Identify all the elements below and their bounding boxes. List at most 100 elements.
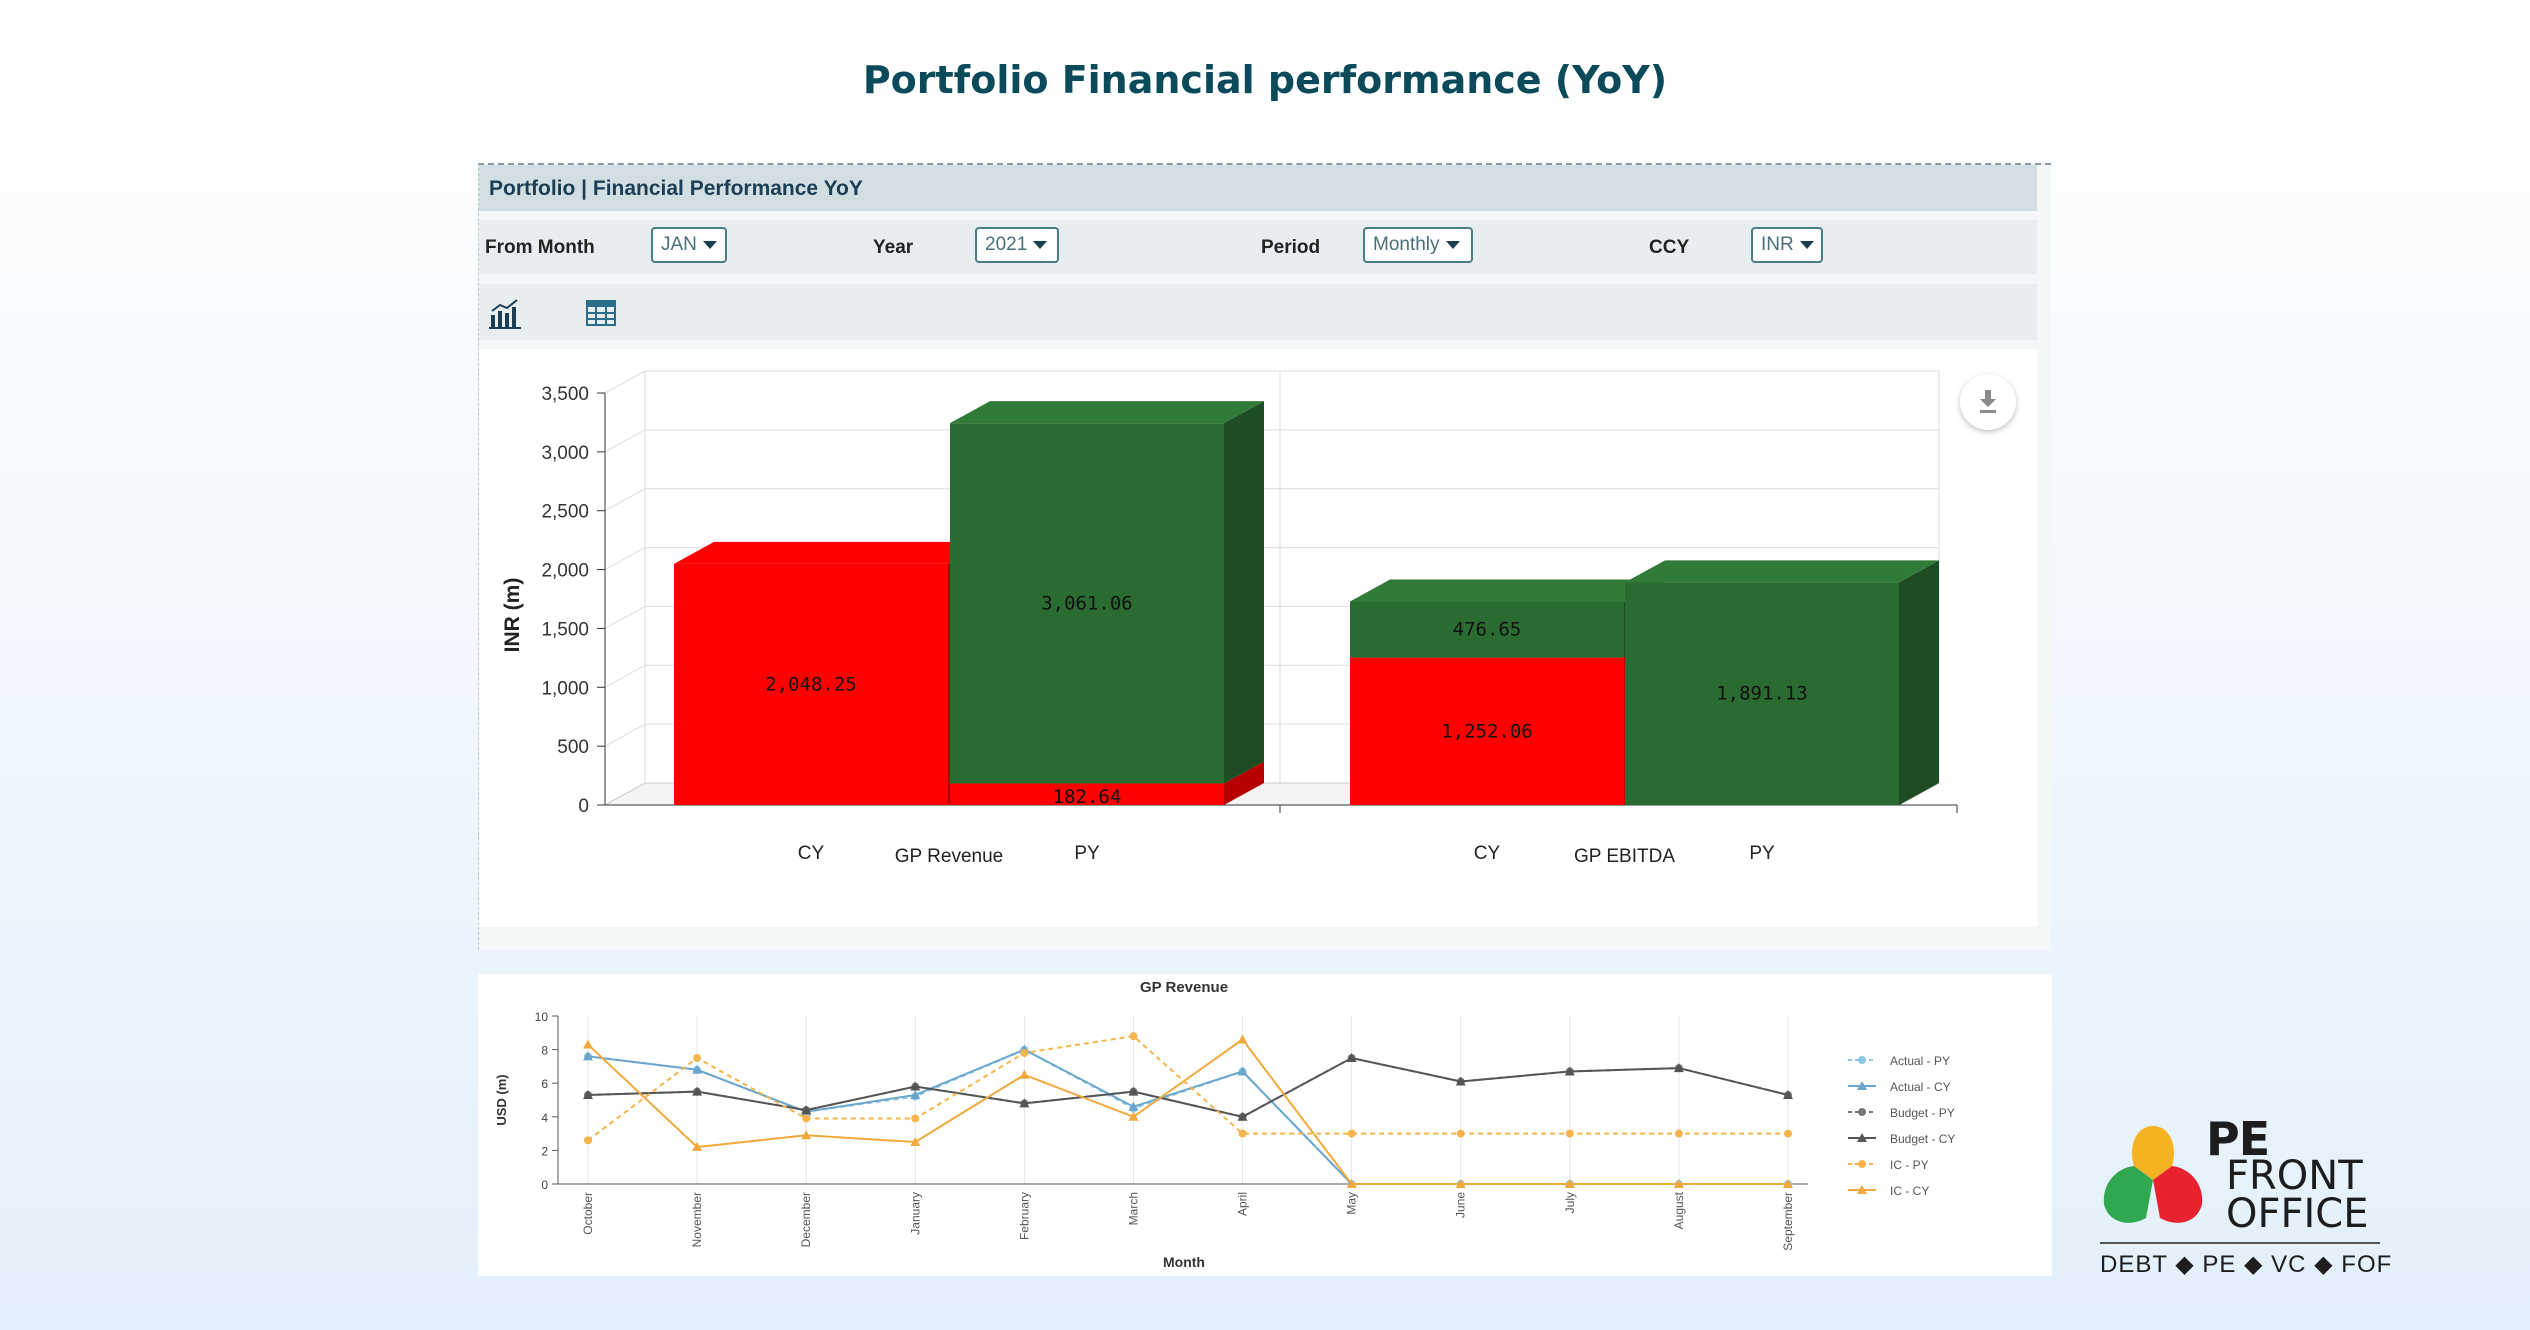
x-axis-label: Month [1163, 1254, 1205, 1270]
grid-line-side [604, 370, 646, 394]
line-chart-card: GP Revenue 0 2 4 6 8 10 October November December… [478, 974, 2052, 1276]
page-title: Portfolio Financial performance (YoY) [862, 58, 1668, 102]
bar-red-segment-front [674, 563, 948, 805]
download-button[interactable] [1960, 374, 2016, 430]
bar-top [1625, 560, 1939, 583]
legend-marker [1858, 1056, 1866, 1064]
grid-line-side [604, 723, 646, 747]
bar-chart-icon[interactable] [489, 297, 523, 334]
data-point [1783, 1089, 1793, 1099]
data-point [1238, 1129, 1247, 1138]
data-label: 1,252.06 [1441, 720, 1533, 742]
data-label: 182.64 [1053, 786, 1122, 808]
x-tick-label: July [1563, 1192, 1577, 1213]
y-tick-label: 3,500 [541, 384, 589, 405]
y-tick-label: 3,000 [541, 443, 589, 464]
from-month-select[interactable]: JAN [651, 227, 727, 263]
data-point [1564, 1066, 1575, 1076]
ccy-value: INR [1761, 234, 1794, 255]
bar-top [674, 541, 988, 564]
grid-line-side [604, 429, 646, 453]
chevron-down-icon [1445, 241, 1460, 249]
y-tick-label: 1,000 [541, 678, 589, 699]
legend-label: Actual - CY [1890, 1080, 1951, 1094]
data-point [1783, 1179, 1793, 1188]
data-point [693, 1054, 702, 1062]
y-tick-label: 2,000 [541, 561, 589, 582]
data-point [1346, 1179, 1357, 1188]
bar-top [950, 401, 1264, 424]
y-tick-label: 10 [535, 1010, 549, 1024]
data-label: 1,891.13 [1716, 683, 1808, 705]
data-point [1347, 1129, 1356, 1138]
period-select[interactable]: Monthly [1363, 227, 1473, 263]
x-tick-label: January [908, 1192, 922, 1235]
x-tick-label: May [1345, 1192, 1359, 1215]
data-point [1346, 1053, 1357, 1062]
legend-marker [1857, 1185, 1867, 1194]
bar-green-segment-side [1224, 401, 1264, 784]
from-month-label: From Month [485, 237, 595, 258]
data-point [1129, 1032, 1138, 1041]
x-tick-label: CY [798, 843, 825, 864]
legend-marker [1858, 1160, 1866, 1168]
bar-red-segment-front [950, 783, 1224, 805]
data-point [910, 1137, 921, 1146]
data-point [692, 1142, 703, 1152]
bar-green-segment-front [950, 423, 1224, 784]
data-point [1565, 1129, 1574, 1138]
y-axis-label: INR (m) [501, 578, 524, 653]
year-select[interactable]: 2021 [975, 227, 1059, 263]
panel-title: Portfolio | Financial Performance YoY [489, 177, 863, 200]
logo-tagline: DEBT ◆ PE ◆ VC ◆ FOF [2100, 1251, 2393, 1278]
pe-front-office-logo: PE FRONT OFFICE DEBT ◆ PE ◆ VC ◆ FOF [2098, 1112, 2391, 1282]
data-point [801, 1105, 812, 1115]
y-tick-label: 2 [541, 1144, 548, 1158]
y-tick-label: 1,500 [541, 619, 589, 640]
year-value: 2021 [985, 234, 1028, 255]
x-tick-label: August [1672, 1191, 1686, 1229]
series-line [587, 1035, 1788, 1142]
logo-text-front: FRONT [2226, 1153, 2363, 1199]
logo-divider [2100, 1242, 2380, 1244]
logo-text-pe: PE [2206, 1112, 2270, 1166]
table-icon[interactable] [586, 300, 616, 331]
filter-bar: From Month JAN Year 2021 Period Monthly … [479, 220, 2037, 274]
x-tick-label: November [690, 1192, 704, 1247]
legend-marker [1857, 1081, 1867, 1090]
data-point [910, 1081, 921, 1091]
data-point [1564, 1179, 1575, 1188]
x-tick-label: June [1454, 1192, 1468, 1218]
x-tick-label: PY [1749, 843, 1775, 864]
legend-label: Actual - PY [1890, 1054, 1950, 1068]
bar-red-segment-front [1350, 657, 1624, 805]
ccy-select[interactable]: INR [1751, 227, 1823, 263]
grid-line-side [604, 664, 646, 688]
legend-label: IC - PY [1890, 1158, 1929, 1172]
bar-green-segment-front [1625, 582, 1899, 805]
data-point [911, 1114, 920, 1123]
x-tick-label: CY [1474, 843, 1501, 864]
x-tick-label: March [1126, 1192, 1140, 1225]
data-label: 2,048.25 [765, 673, 857, 695]
data-point [1237, 1111, 1248, 1121]
series-line [587, 1056, 1789, 1118]
legend-label: Budget - PY [1890, 1106, 1955, 1120]
data-point [1455, 1076, 1466, 1086]
x-tick-label: October [581, 1192, 595, 1235]
chevron-down-icon [1799, 241, 1814, 249]
view-toggle-bar [479, 284, 2037, 340]
y-tick-label: 0 [578, 796, 589, 817]
data-point [1020, 1048, 1029, 1057]
data-point [802, 1114, 811, 1123]
logo-text-office: OFFICE [2226, 1191, 2369, 1237]
year-label: Year [873, 237, 914, 258]
bar-green-segment-side [1899, 560, 1939, 805]
legend-marker [1857, 1133, 1867, 1142]
series-line [587, 1038, 1788, 1185]
data-point [1237, 1066, 1248, 1076]
data-point [1673, 1063, 1684, 1073]
data-point [1019, 1098, 1030, 1108]
legend-marker [1858, 1108, 1866, 1116]
data-point [1128, 1111, 1139, 1121]
